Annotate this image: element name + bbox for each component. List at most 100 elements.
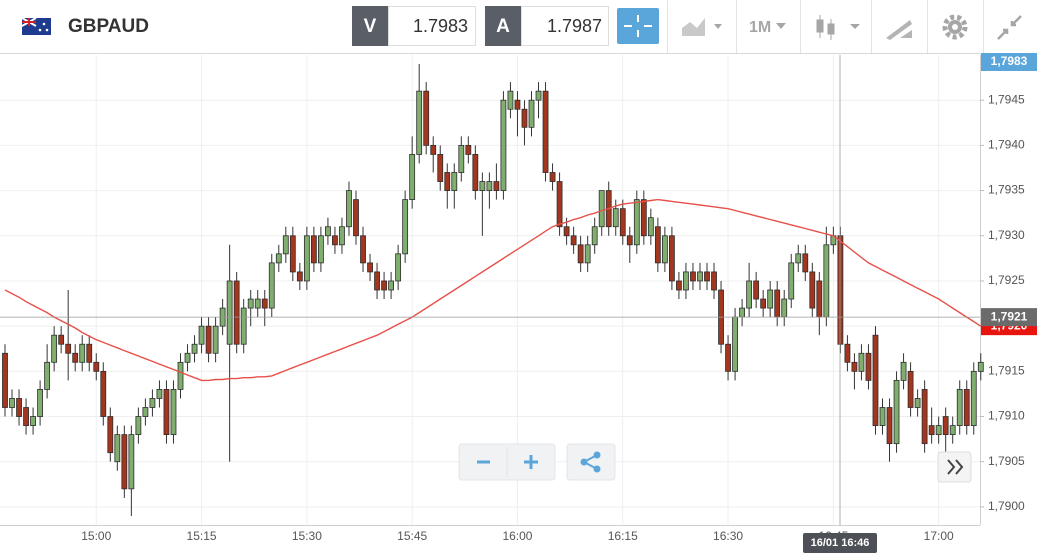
candle-body bbox=[802, 253, 809, 273]
candle-body bbox=[633, 199, 640, 246]
candle-body bbox=[809, 271, 816, 309]
candle-body bbox=[900, 361, 907, 381]
candle-body bbox=[500, 99, 507, 191]
ask-price: 1.7987 bbox=[547, 16, 602, 36]
candle-body bbox=[774, 289, 781, 318]
candle-body bbox=[310, 235, 317, 264]
candle-body bbox=[816, 280, 823, 318]
candle-body bbox=[921, 389, 928, 445]
candle-body bbox=[240, 307, 247, 345]
bid-button[interactable] bbox=[352, 6, 388, 46]
candle-body bbox=[86, 343, 93, 363]
candle-body bbox=[254, 298, 261, 309]
settings-button[interactable] bbox=[942, 14, 968, 40]
candle-body bbox=[149, 398, 156, 408]
ask-label[interactable]: A bbox=[496, 16, 510, 37]
candle-body bbox=[156, 389, 163, 399]
zoom-in-button[interactable] bbox=[524, 455, 538, 469]
candle-body bbox=[198, 325, 205, 345]
candle-body bbox=[402, 199, 409, 255]
share-button[interactable] bbox=[566, 443, 616, 481]
candle-body bbox=[893, 379, 900, 445]
candle-body bbox=[317, 235, 324, 264]
candle-body bbox=[942, 416, 949, 436]
x-tick-label: 15:00 bbox=[81, 529, 111, 543]
candle-body bbox=[409, 154, 416, 201]
drawing-tools-button[interactable] bbox=[886, 20, 912, 40]
candle-body bbox=[9, 398, 15, 408]
candle-body bbox=[30, 416, 36, 426]
collapse-button[interactable] bbox=[997, 15, 1022, 40]
candle-body bbox=[23, 407, 29, 426]
bid-label[interactable]: V bbox=[364, 16, 377, 37]
x-tick-label: 15:15 bbox=[187, 529, 217, 543]
candle-body bbox=[135, 416, 142, 436]
candle-body bbox=[760, 298, 767, 309]
candle-style-button[interactable] bbox=[816, 15, 860, 40]
scroll-end-button[interactable] bbox=[937, 451, 972, 483]
candle-body bbox=[661, 235, 668, 264]
y-tick-label: 1,7900 bbox=[988, 499, 1025, 513]
candle-body bbox=[107, 416, 114, 454]
candle-body bbox=[732, 316, 738, 372]
candle-body bbox=[591, 226, 598, 246]
candle-body bbox=[458, 144, 465, 173]
candle-body bbox=[289, 235, 296, 273]
x-tick-label: 15:30 bbox=[292, 529, 322, 543]
candle-body bbox=[163, 389, 170, 436]
chart-type-button[interactable] bbox=[682, 18, 722, 36]
candle-body bbox=[451, 172, 458, 191]
candle-body bbox=[844, 343, 851, 363]
candle-body bbox=[619, 208, 626, 237]
timeframe-arrow[interactable] bbox=[776, 23, 786, 29]
y-tick-label: 1,7935 bbox=[988, 183, 1025, 197]
plot bbox=[2, 64, 984, 516]
price-marker-label: 1,7983 bbox=[991, 54, 1028, 68]
price-marker bbox=[981, 308, 1037, 327]
candle-body bbox=[563, 226, 570, 237]
candle-body bbox=[128, 434, 135, 490]
candle-body bbox=[367, 262, 373, 273]
candle-body bbox=[970, 370, 977, 426]
candle-body bbox=[725, 343, 731, 372]
candle-body bbox=[872, 334, 879, 426]
candle-body bbox=[753, 280, 760, 300]
candle-body bbox=[465, 144, 472, 155]
bid-price: 1.7983 bbox=[413, 16, 468, 36]
y-tick-label: 1,7925 bbox=[988, 273, 1025, 287]
candle-body bbox=[65, 343, 72, 354]
candle-body bbox=[647, 217, 654, 237]
candle-body bbox=[332, 235, 338, 246]
candle-body bbox=[584, 244, 591, 264]
candle-body bbox=[949, 425, 956, 436]
candle-body bbox=[268, 262, 275, 309]
candle-body bbox=[823, 244, 830, 318]
candle-body bbox=[346, 190, 352, 228]
candle-body bbox=[654, 226, 661, 264]
candle-body bbox=[865, 352, 872, 381]
candle-body bbox=[711, 271, 717, 291]
ask-button[interactable] bbox=[485, 6, 521, 46]
candle-body bbox=[2, 352, 8, 408]
candle-body bbox=[640, 199, 647, 237]
candle-body bbox=[142, 407, 149, 417]
candle-body bbox=[704, 271, 710, 282]
x-tick-label: 16:30 bbox=[713, 529, 743, 543]
y-tick-label: 1,7915 bbox=[988, 364, 1025, 378]
y-tick-label: 1,7930 bbox=[988, 228, 1025, 242]
candle-body bbox=[626, 235, 633, 246]
candle-body bbox=[507, 90, 514, 110]
timeframe[interactable]: 1M bbox=[749, 19, 771, 36]
crosshair-button[interactable] bbox=[617, 8, 659, 44]
candle-body bbox=[570, 235, 577, 246]
candle-body bbox=[170, 389, 177, 436]
candle-body bbox=[669, 235, 675, 282]
candle-body bbox=[788, 262, 795, 300]
candle-body bbox=[697, 271, 703, 282]
candle-body bbox=[521, 108, 528, 128]
candle-body bbox=[858, 352, 865, 372]
candle-body bbox=[444, 172, 451, 191]
candle-body bbox=[247, 298, 254, 309]
candle-body bbox=[928, 425, 935, 436]
